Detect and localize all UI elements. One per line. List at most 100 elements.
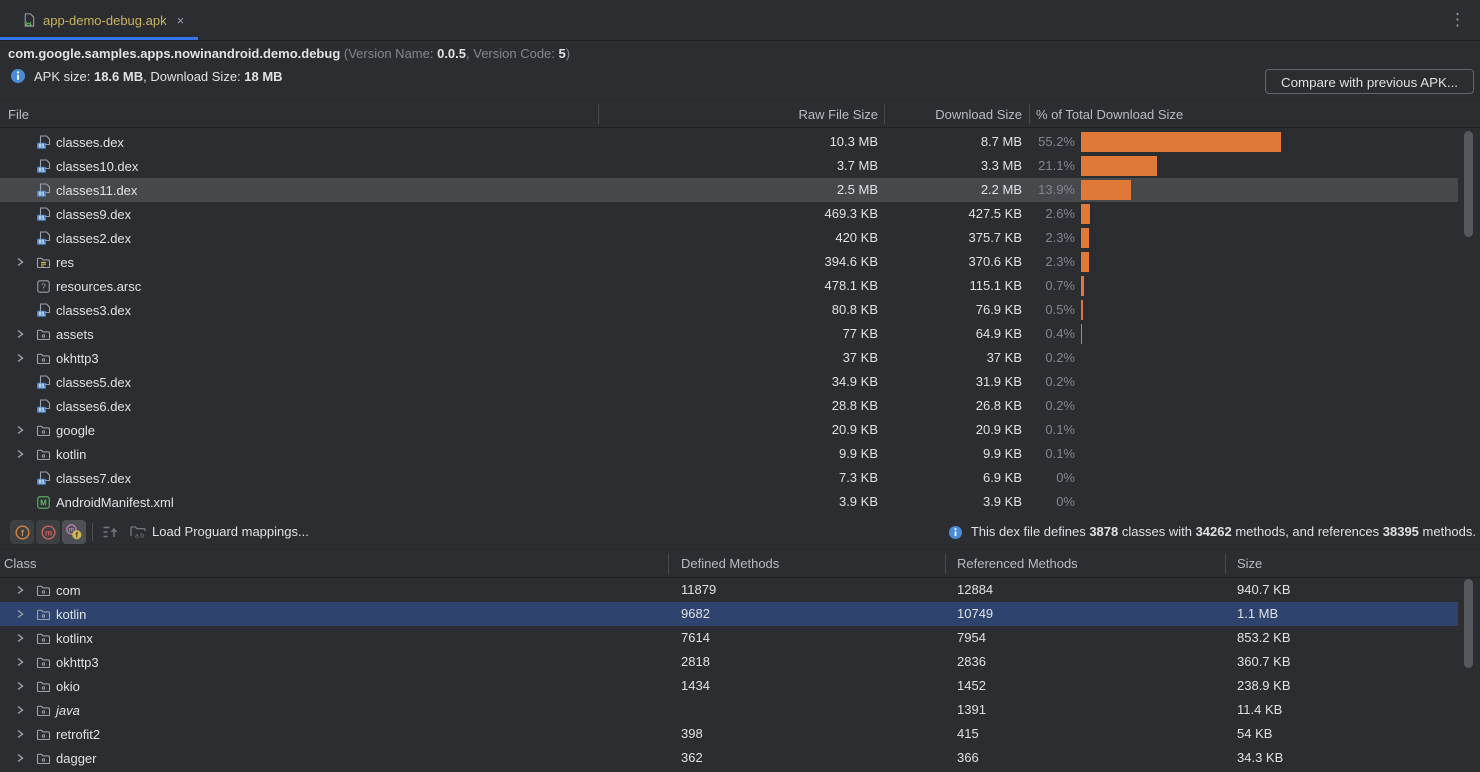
tab-close-icon[interactable]: × [176, 12, 185, 28]
tab-app-demo-debug-apk[interactable]: app-demo-debug.apk × [0, 0, 198, 40]
file-row-classes7.dex[interactable]: 01 classes7.dex 7.3 KB 6.9 KB 0% [0, 466, 1480, 490]
tree-arrow-up-icon[interactable] [100, 522, 120, 542]
file-row-res[interactable]: res 394.6 KB 370.6 KB 2.3% [0, 250, 1480, 274]
dex-info-text: This dex file defines 3878 classes with … [971, 515, 1476, 549]
chevron-right-icon[interactable] [12, 583, 28, 598]
download-size-cell: 375.7 KB [968, 230, 1023, 245]
defined-methods-cell: 11879 [681, 582, 717, 597]
percent-cell: 2.3% [1045, 254, 1075, 269]
referenced-methods-cell: 2836 [957, 654, 986, 669]
chevron-right-icon[interactable] [12, 751, 28, 766]
file-row-classes3.dex[interactable]: 01 classes3.dex 80.8 KB 76.9 KB 0.5% [0, 298, 1480, 322]
download-size-cell: 3.3 MB [980, 158, 1022, 173]
file-row-classes2.dex[interactable]: 01 classes2.dex 420 KB 375.7 KB 2.3% [0, 226, 1480, 250]
dex-icon: 01 [36, 398, 51, 414]
size-cell: 853.2 KB [1237, 630, 1291, 645]
referenced-methods-cell: 366 [957, 750, 979, 765]
column-header-raw-file-size[interactable]: Raw File Size [798, 107, 878, 122]
raw-size-cell: 28.8 KB [831, 398, 878, 413]
class-row-okio[interactable]: okio 1434 1452 238.9 KB [0, 674, 1480, 698]
class-row-dagger[interactable]: dagger 362 366 34.3 KB [0, 746, 1480, 770]
class-name-cell: com [0, 578, 81, 602]
percent-cell: 0.2% [1045, 350, 1075, 365]
column-header-download-size[interactable]: Download Size [935, 107, 1022, 122]
size-cell: 360.7 KB [1237, 654, 1291, 669]
file-row-google[interactable]: google 20.9 KB 20.9 KB 0.1% [0, 418, 1480, 442]
referenced-methods-cell: 10749 [957, 606, 994, 621]
class-row-okhttp3[interactable]: okhttp3 2818 2836 360.7 KB [0, 650, 1480, 674]
column-header-class[interactable]: Class [4, 556, 37, 571]
class-row-kotlin[interactable]: kotlin 9682 10749 1.1 MB [0, 602, 1480, 626]
raw-size-cell: 420 KB [835, 230, 878, 245]
chevron-right-icon[interactable] [12, 631, 28, 646]
load-proguard-mappings-label[interactable]: Load Proguard mappings... [152, 524, 309, 539]
file-row-okhttp3[interactable]: okhttp3 37 KB 37 KB 0.2% [0, 346, 1480, 370]
column-header-file[interactable]: File [8, 107, 29, 122]
class-row-retrofit2[interactable]: retrofit2 398 415 54 KB [0, 722, 1480, 746]
file-row-classes.dex[interactable]: 01 classes.dex 10.3 MB 8.7 MB 55.2% [0, 130, 1480, 154]
chevron-right-icon[interactable] [12, 423, 28, 438]
raw-size-cell: 478.1 KB [824, 278, 879, 293]
dex-icon: 01 [36, 134, 51, 150]
svg-text:M: M [40, 498, 47, 507]
svg-text:m: m [69, 528, 74, 534]
class-row-com[interactable]: com 11879 12884 940.7 KB [0, 578, 1480, 602]
package-folder-icon [36, 727, 51, 742]
chevron-right-icon[interactable] [12, 255, 28, 270]
text-segment: 34262 [1195, 524, 1232, 539]
chevron-right-icon[interactable] [12, 703, 28, 718]
raw-size-cell: 77 KB [842, 326, 878, 341]
more-options-icon[interactable]: ⋮ [1449, 10, 1466, 29]
text-segment: (Version Name: [340, 46, 438, 61]
file-row-assets[interactable]: assets 77 KB 64.9 KB 0.4% [0, 322, 1480, 346]
compare-previous-apk-button[interactable]: Compare with previous APK... [1264, 69, 1474, 94]
download-size-cell: 8.7 MB [980, 134, 1022, 149]
raw-size-cell: 20.9 KB [831, 422, 878, 437]
raw-size-cell: 7.3 KB [838, 470, 878, 485]
file-row-kotlin[interactable]: kotlin 9.9 KB 9.9 KB 0.1% [0, 442, 1480, 466]
file-row-AndroidManifest.xml[interactable]: M AndroidManifest.xml 3.9 KB 3.9 KB 0% [0, 490, 1480, 514]
file-name-cell: 01 classes2.dex [0, 226, 131, 250]
dex-viewer-toolbar: f m m f [0, 515, 1480, 549]
dex-icon: 01 [36, 302, 51, 318]
class-row-java[interactable]: java 1391 11.4 KB [0, 698, 1480, 722]
class-row-kotlinx[interactable]: kotlinx 7614 7954 853.2 KB [0, 626, 1480, 650]
info-icon [10, 68, 26, 84]
file-name-cell: 01 classes6.dex [0, 394, 131, 418]
file-row-resources.arsc[interactable]: ? resources.arsc 478.1 KB 115.1 KB 0.7% [0, 274, 1480, 298]
chevron-right-icon[interactable] [12, 327, 28, 342]
column-header-pct-total-download[interactable]: % of Total Download Size [1036, 107, 1184, 122]
fields-filter-icon[interactable]: f [10, 520, 34, 544]
file-name-cell: 01 classes3.dex [0, 298, 131, 322]
methods-filter-icon[interactable]: m [36, 520, 60, 544]
chevron-right-icon[interactable] [12, 727, 28, 742]
class-table-scrollbar[interactable] [1464, 579, 1473, 668]
chevron-right-icon[interactable] [12, 351, 28, 366]
file-row-classes6.dex[interactable]: 01 classes6.dex 28.8 KB 26.8 KB 0.2% [0, 394, 1480, 418]
defined-methods-cell: 2818 [681, 654, 710, 669]
svg-text:f: f [76, 532, 79, 539]
file-name-cell: google [0, 418, 95, 442]
chevron-right-icon[interactable] [12, 655, 28, 670]
chevron-right-icon[interactable] [12, 679, 28, 694]
file-row-classes9.dex[interactable]: 01 classes9.dex 469.3 KB 427.5 KB 2.6% [0, 202, 1480, 226]
percent-cell: 21.1% [1038, 158, 1075, 173]
file-name: classes10.dex [56, 158, 139, 174]
size-cell: 1.1 MB [1237, 606, 1279, 621]
column-header-size[interactable]: Size [1237, 556, 1263, 571]
svg-text:m: m [44, 528, 51, 537]
file-row-classes11.dex[interactable]: 01 classes11.dex 2.5 MB 2.2 MB 13.9% [0, 178, 1480, 202]
column-header-defined-methods[interactable]: Defined Methods [681, 556, 780, 571]
download-size-cell: 9.9 KB [982, 446, 1022, 461]
references-filter-icon[interactable]: m f [62, 520, 86, 544]
file-row-classes5.dex[interactable]: 01 classes5.dex 34.9 KB 31.9 KB 0.2% [0, 370, 1480, 394]
file-row-classes10.dex[interactable]: 01 classes10.dex 3.7 MB 3.3 MB 21.1% [0, 154, 1480, 178]
chevron-right-icon[interactable] [12, 447, 28, 462]
deobfuscate-names-icon[interactable]: a.b [128, 522, 148, 542]
column-header-referenced-methods[interactable]: Referenced Methods [957, 556, 1078, 571]
file-table-scrollbar[interactable] [1464, 131, 1473, 237]
svg-text:01: 01 [38, 407, 44, 413]
download-percent-bar [1081, 276, 1084, 296]
class-name: dagger [56, 750, 97, 766]
chevron-right-icon[interactable] [12, 607, 28, 622]
